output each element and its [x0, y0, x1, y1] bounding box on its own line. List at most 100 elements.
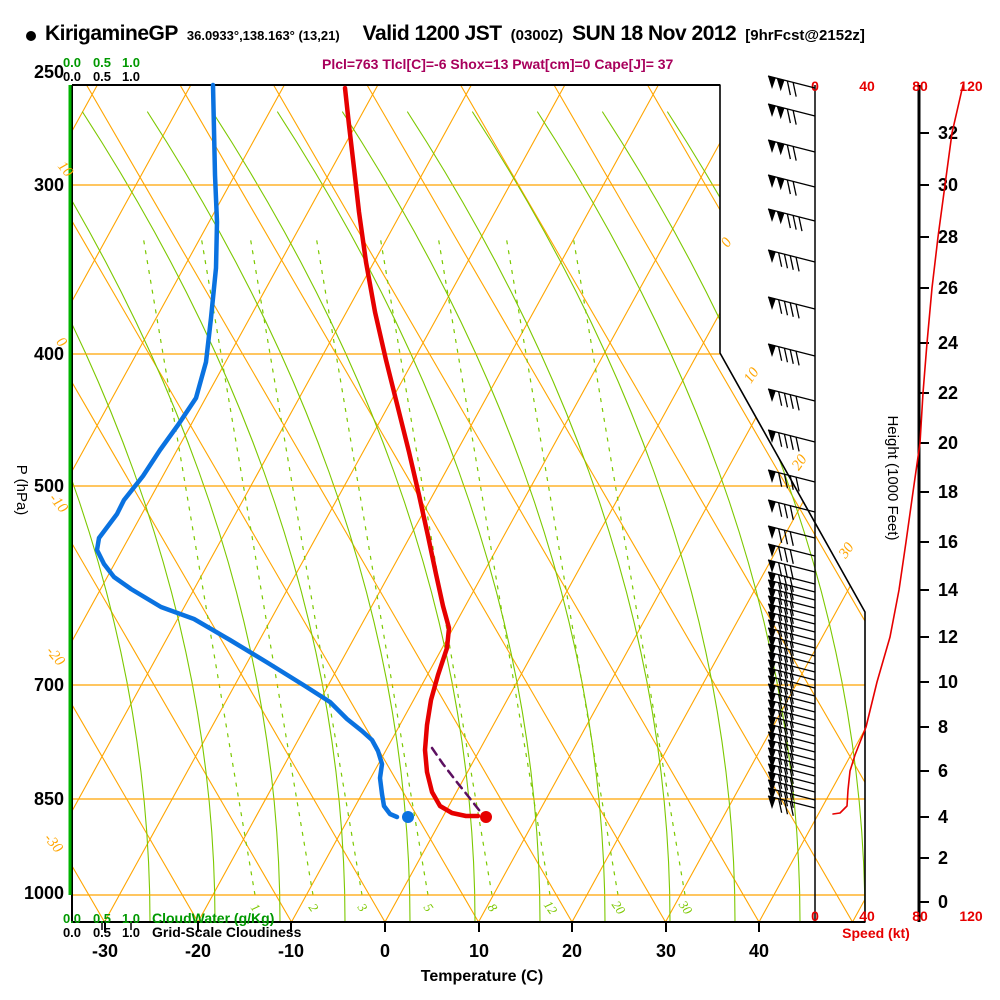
barb-tick	[786, 80, 791, 96]
barb-tick	[783, 434, 789, 449]
speed-tick-top: 40	[859, 78, 875, 94]
barb-pennant	[768, 470, 776, 483]
barb-shaft	[767, 747, 816, 761]
barb-tick	[778, 670, 783, 685]
temp-label: -20	[185, 941, 211, 961]
wind-barb	[767, 763, 816, 784]
wind-barb	[767, 571, 816, 592]
barb-shaft	[767, 651, 816, 665]
isotherm-line	[571, 85, 865, 922]
background-isolines	[72, 85, 865, 922]
dry-adiabats	[72, 85, 865, 922]
isotherm-line	[478, 85, 865, 922]
wind-barb	[767, 707, 816, 728]
temp-label: 10	[469, 941, 489, 961]
dry-adiabat-line	[647, 85, 865, 922]
height-tick-label: 2	[938, 848, 948, 868]
barb-tick	[789, 721, 794, 736]
barb-tick	[789, 689, 794, 704]
barb-tick	[789, 625, 794, 640]
pressure-label: 300	[34, 175, 64, 195]
pressure-axis-labels: 250 300 400 500 700 850 1000 P (hPa)	[13, 62, 64, 903]
barb-tick	[778, 582, 783, 597]
barb-tick	[783, 301, 789, 316]
barb-tick	[783, 688, 789, 703]
wind-barb	[767, 75, 816, 97]
barb-tick	[783, 576, 789, 591]
wind-barb	[767, 667, 816, 688]
barb-shaft	[767, 611, 816, 625]
wind-barb	[767, 619, 816, 640]
wind-barb	[767, 659, 816, 680]
isotherm-line	[758, 85, 865, 922]
barb-pennant	[768, 500, 776, 513]
cloudwater-scale-bottom: 0.5	[93, 911, 111, 926]
barb-tick	[792, 82, 797, 97]
wind-barb	[767, 755, 816, 776]
height-tick-label: 24	[938, 333, 958, 353]
barb-tick	[789, 657, 794, 672]
barb-tick	[789, 681, 794, 696]
height-tick-label: 14	[938, 580, 958, 600]
isotherm-label: 20	[789, 452, 811, 474]
speed-tick-bottom: 80	[912, 908, 928, 924]
barb-tick	[789, 801, 794, 816]
barb-tick	[778, 299, 783, 314]
wind-barb	[767, 296, 816, 319]
barb-shaft	[767, 559, 816, 573]
isotherm-line	[72, 85, 472, 922]
barb-shaft	[767, 763, 816, 777]
cloudiness-scale-bottom: 1.0	[122, 925, 140, 940]
height-tick-label: 8	[938, 717, 948, 737]
barb-shaft	[767, 595, 816, 609]
barb-tick	[789, 302, 794, 317]
isotherm-label: 30	[835, 540, 858, 563]
barb-shaft	[767, 635, 816, 649]
isotherm-line	[665, 85, 865, 922]
wind-barb	[767, 208, 816, 232]
moist-adiabat-line	[82, 111, 346, 922]
barb-pennant	[776, 106, 785, 120]
barb-pennant	[768, 628, 776, 641]
speed-axis-title: Speed (kt)	[842, 925, 910, 941]
barb-tick	[778, 654, 783, 669]
cloudwater-scale-top: 0.5	[93, 55, 111, 70]
barb-tick	[778, 252, 783, 267]
barb-tick	[783, 672, 789, 687]
barb-tick	[783, 736, 789, 751]
wind-barb	[767, 543, 816, 564]
speed-tick-bottom: 0	[811, 908, 819, 924]
barb-shaft	[767, 343, 816, 357]
barb-tick	[789, 697, 794, 712]
barb-shaft	[767, 643, 816, 657]
barb-tick	[789, 793, 794, 808]
barb-tick	[795, 437, 800, 452]
pressure-label: 850	[34, 789, 64, 809]
height-tick-label: 22	[938, 383, 958, 403]
barb-pennant	[768, 700, 776, 713]
barb-shaft	[767, 543, 816, 557]
mixing-ratio-label: 2	[306, 900, 322, 914]
barb-tick	[778, 622, 783, 637]
barb-pennant	[768, 740, 776, 753]
barb-pennant	[768, 250, 776, 263]
barb-tick	[789, 665, 794, 680]
isotherms	[72, 85, 865, 922]
temp-label: 30	[656, 941, 676, 961]
wind-speed-curve	[832, 84, 964, 815]
moist-adiabat-line	[147, 111, 411, 922]
speed-tick-bottom: 40	[859, 908, 875, 924]
cloudwater-scale-bottom: 1.0	[122, 911, 140, 926]
barb-pennant	[768, 588, 776, 601]
barb-tick	[778, 734, 783, 749]
barb-shaft	[767, 723, 816, 737]
barb-tick	[789, 729, 794, 744]
barb-tick	[795, 396, 800, 411]
barb-shaft	[767, 619, 816, 633]
barb-pennant	[768, 572, 776, 585]
height-tick-label: 28	[938, 227, 958, 247]
mixing-ratio-line	[200, 234, 314, 896]
